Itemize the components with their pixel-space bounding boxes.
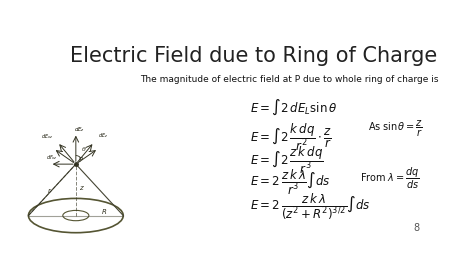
Text: r: r	[47, 188, 50, 194]
Text: Electric Field due to Ring of Charge: Electric Field due to Ring of Charge	[70, 46, 438, 66]
Text: $E = 2\, \dfrac{z\, k\, \lambda}{(z^2 + R^2)^{3/2}} \int ds$: $E = 2\, \dfrac{z\, k\, \lambda}{(z^2 + …	[250, 192, 371, 222]
Text: $E = \int 2\, \dfrac{k\, dq}{r^2} \cdot \dfrac{z}{r}$: $E = \int 2\, \dfrac{k\, dq}{r^2} \cdot …	[250, 121, 332, 153]
Text: z: z	[79, 185, 83, 191]
Text: $E = \int 2\, dE_L \sin\theta$: $E = \int 2\, dE_L \sin\theta$	[250, 97, 337, 117]
Text: $dE_{xz}$: $dE_{xz}$	[41, 132, 54, 141]
Text: $E = 2\, \dfrac{z\, k\, \lambda}{r^3} \int ds$: $E = 2\, \dfrac{z\, k\, \lambda}{r^3} \i…	[250, 168, 331, 197]
Text: $dE_{z}$: $dE_{z}$	[98, 131, 109, 140]
Text: 8: 8	[413, 223, 419, 233]
Text: $\mathrm{As}\; \sin\theta = \dfrac{z}{r}$: $\mathrm{As}\; \sin\theta = \dfrac{z}{r}…	[368, 119, 423, 139]
Text: $dE_{z}$: $dE_{z}$	[73, 125, 85, 134]
Text: $\theta$: $\theta$	[81, 145, 86, 153]
Text: R: R	[102, 209, 107, 215]
Text: $\mathrm{From}\; \lambda = \dfrac{dq}{ds}$: $\mathrm{From}\; \lambda = \dfrac{dq}{ds…	[360, 166, 420, 191]
Text: The magnitude of electric field at P due to whole ring of charge is: The magnitude of electric field at P due…	[140, 75, 438, 84]
Text: $E = \int 2\, \dfrac{z\, k\, dq}{r^3}$: $E = \int 2\, \dfrac{z\, k\, dq}{r^3}$	[250, 144, 324, 176]
Text: $dF_{xz}$: $dF_{xz}$	[46, 153, 57, 163]
Text: P: P	[78, 157, 82, 163]
